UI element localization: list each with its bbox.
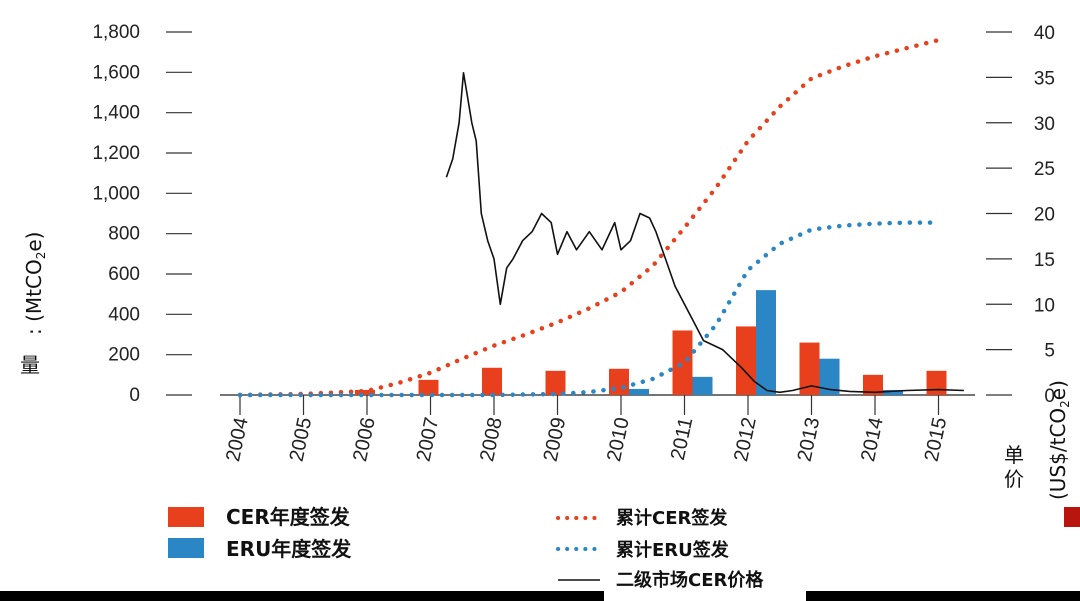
x-tick-label: 2004	[222, 415, 253, 463]
legend-label-cer-cumulative: 累计CER签发	[616, 507, 728, 529]
y-right-tick-label: 20	[1034, 205, 1055, 226]
bar-cer-annual	[672, 330, 693, 395]
y-left-tick-label: 800	[108, 224, 140, 245]
y-left-tick-label: 600	[108, 264, 140, 285]
y-left-tick-label: 200	[108, 345, 140, 366]
bar-cer-annual	[926, 370, 947, 395]
line-cer-price	[445, 72, 964, 394]
y-left-tick-label: 1,800	[92, 22, 140, 43]
bar-eru-annual	[883, 389, 903, 395]
y-left-tick-label: 1,000	[92, 183, 140, 204]
y-axis-left-label-unit-sub: 2	[34, 252, 48, 260]
x-tick-label: 2006	[349, 415, 380, 463]
y-axis-right-label-main-1: 单	[1004, 443, 1024, 467]
y-axis-right-label-unit-sub: 2	[1058, 400, 1072, 408]
y-left-tick-label: 1,400	[92, 103, 140, 124]
x-tick-label: 2010	[603, 415, 634, 463]
bar-eru-annual	[629, 388, 649, 395]
y-right-tick-label: 5	[1044, 341, 1055, 362]
y-right-tick-label: 0	[1044, 386, 1055, 407]
y-axis-left-label-unit-b: e)	[22, 232, 46, 252]
legend-swatch-cer-annual	[168, 507, 204, 527]
y-left-tick-label: 1,200	[92, 143, 140, 164]
x-tick-label: 2007	[413, 415, 444, 463]
bar-cer-annual	[863, 374, 883, 395]
bar-cer-annual	[418, 379, 439, 395]
bottom-bar-right	[806, 591, 1080, 601]
bar-cer-annual	[799, 342, 820, 395]
legend-label-cer-price: 二级市场CER价格	[616, 569, 764, 591]
x-tick-label: 2014	[857, 415, 888, 463]
bar-cer-annual	[355, 389, 375, 395]
x-tick-label: 2005	[286, 415, 317, 463]
x-axis-ticks: 2004 2005 2006 2007 2008 2009 2010 2011 2012 2013…	[222, 395, 951, 464]
y-right-tick-label: 35	[1034, 68, 1055, 89]
legend-swatch-eru-annual	[168, 538, 204, 558]
y-axis-left-ticks: 0 200 400 600 800 1,000 1,200 1,400 1,600 1,800	[92, 22, 192, 406]
y-axis-right-ticks: 0 5 10 15 20 25 30 35 40	[986, 23, 1055, 407]
y-axis-right-label-unit-b: e)	[1046, 380, 1070, 400]
x-tick-label: 2009	[540, 415, 571, 463]
legend-label-eru-cumulative: 累计ERU签发	[616, 539, 730, 561]
bar-eru-annual	[819, 358, 840, 395]
y-right-tick-label: 40	[1034, 23, 1055, 44]
line-eru-cumulative	[237, 220, 941, 398]
y-left-tick-label: 1,600	[92, 62, 140, 83]
bar-eru-annual	[756, 290, 776, 395]
y-right-tick-label: 25	[1034, 159, 1055, 180]
y-left-tick-label: 400	[108, 304, 140, 325]
bar-cer-annual	[609, 368, 629, 395]
x-tick-label: 2011	[667, 415, 697, 462]
y-left-tick-label: 0	[129, 385, 140, 406]
y-axis-left-label-unit: : (MtCO2e)	[22, 232, 48, 335]
bottom-bar-left	[0, 591, 604, 601]
x-tick-label: 2008	[476, 415, 507, 463]
y-right-tick-label: 10	[1034, 295, 1055, 316]
legend-label-cer-annual: CER年度签发	[226, 505, 351, 529]
legend-swatch-cropped	[1064, 507, 1080, 527]
bar-cer-annual	[482, 367, 502, 395]
y-axis-left-label-main: 量	[20, 353, 40, 377]
bar-cer-annual	[545, 370, 566, 395]
bar-cer-annual	[736, 326, 756, 395]
x-tick-label: 2013	[794, 415, 825, 463]
bar-eru-annual	[692, 376, 713, 395]
bars	[291, 290, 947, 395]
x-tick-label: 2012	[730, 415, 761, 463]
line-cer-cumulative	[237, 37, 941, 398]
y-axis-right-label-unit-a: (US$/tCO	[1046, 408, 1070, 500]
y-right-tick-label: 15	[1034, 250, 1055, 271]
y-axis-right-label-main-2: 价	[1004, 467, 1024, 491]
legend-label-eru-annual: ERU年度签发	[226, 537, 352, 561]
legend: CER年度签发 ERU年度签发 累计CER签发 累计ERU签发 二级市场CER价…	[168, 505, 1080, 591]
y-right-tick-label: 30	[1034, 114, 1055, 135]
x-tick-label: 2015	[921, 415, 952, 463]
y-axis-right-label-unit: (US$/tCO2e)	[1046, 380, 1072, 500]
series-lines	[237, 37, 964, 398]
y-axis-left-label-unit-a: : (MtCO	[22, 259, 46, 335]
